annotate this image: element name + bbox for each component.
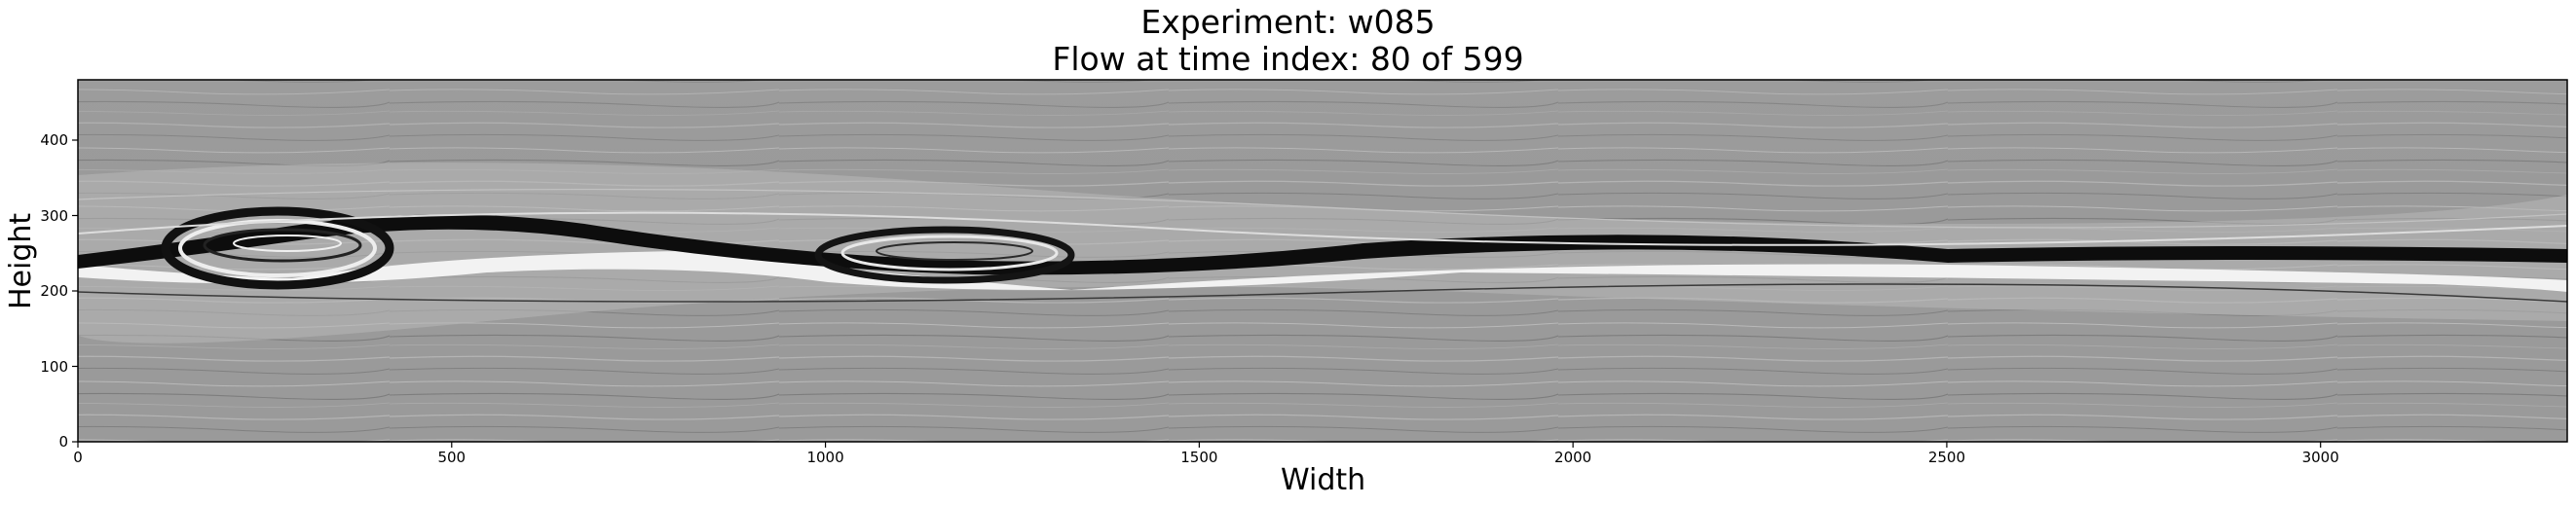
x-tick-label: 1500 [1180, 449, 1218, 466]
flow-field-image [78, 80, 2567, 442]
title-experiment: Experiment: w085 [1140, 3, 1436, 41]
axes-frame [77, 79, 2568, 443]
title-time-index: Flow at time index: 80 of 599 [1052, 40, 1524, 78]
y-tick-label: 300 [40, 206, 68, 225]
y-axis-ticks [72, 139, 78, 443]
x-axis-ticks [77, 442, 2322, 448]
x-tick-label: 3000 [2301, 449, 2339, 466]
x-tick-label: 1000 [806, 449, 844, 466]
y-tick-label: 400 [40, 131, 68, 149]
y-tick-label: 200 [40, 282, 68, 300]
x-tick-label: 2500 [1927, 449, 1965, 466]
x-tick-label: 0 [73, 449, 83, 466]
y-axis-label: Height [4, 212, 38, 309]
y-tick-label: 100 [40, 357, 68, 376]
y-tick-label: 0 [58, 433, 68, 451]
x-axis-label: Width [1281, 463, 1366, 497]
x-tick-label: 500 [437, 449, 467, 466]
x-tick-label: 2000 [1554, 449, 1592, 466]
